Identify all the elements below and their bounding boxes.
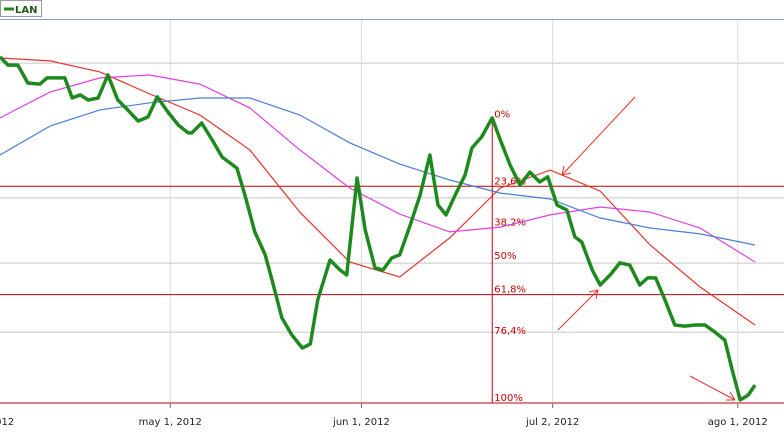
annotation-arrows — [557, 96, 736, 401]
x-tick-label: ago 1, 2012 — [708, 417, 768, 428]
fib-level-label: 0% — [494, 109, 510, 120]
price-line — [0, 55, 757, 402]
legend-label: LAN — [15, 5, 37, 16]
arrow — [561, 96, 636, 176]
moving-average-line — [0, 74, 756, 263]
fib-level-label: 38,2% — [494, 218, 526, 229]
legend-box — [0, 0, 42, 17]
x-tick-label: may 1, 2012 — [139, 417, 202, 428]
fib-level-label: 61,8% — [494, 285, 526, 296]
arrow — [557, 289, 599, 331]
x-tick-label: jul 2, 2012 — [525, 417, 579, 428]
fib-level-label: 50% — [494, 251, 516, 262]
x-tick-label: abr 1, 2012 — [0, 417, 14, 428]
arrow — [689, 375, 736, 401]
fib-level-label: 76,4% — [494, 326, 526, 337]
fib-level-label: 100% — [494, 393, 523, 404]
x-tick-label: jun 1, 2012 — [332, 417, 390, 428]
fib-level-label: 23,6% — [494, 176, 526, 187]
